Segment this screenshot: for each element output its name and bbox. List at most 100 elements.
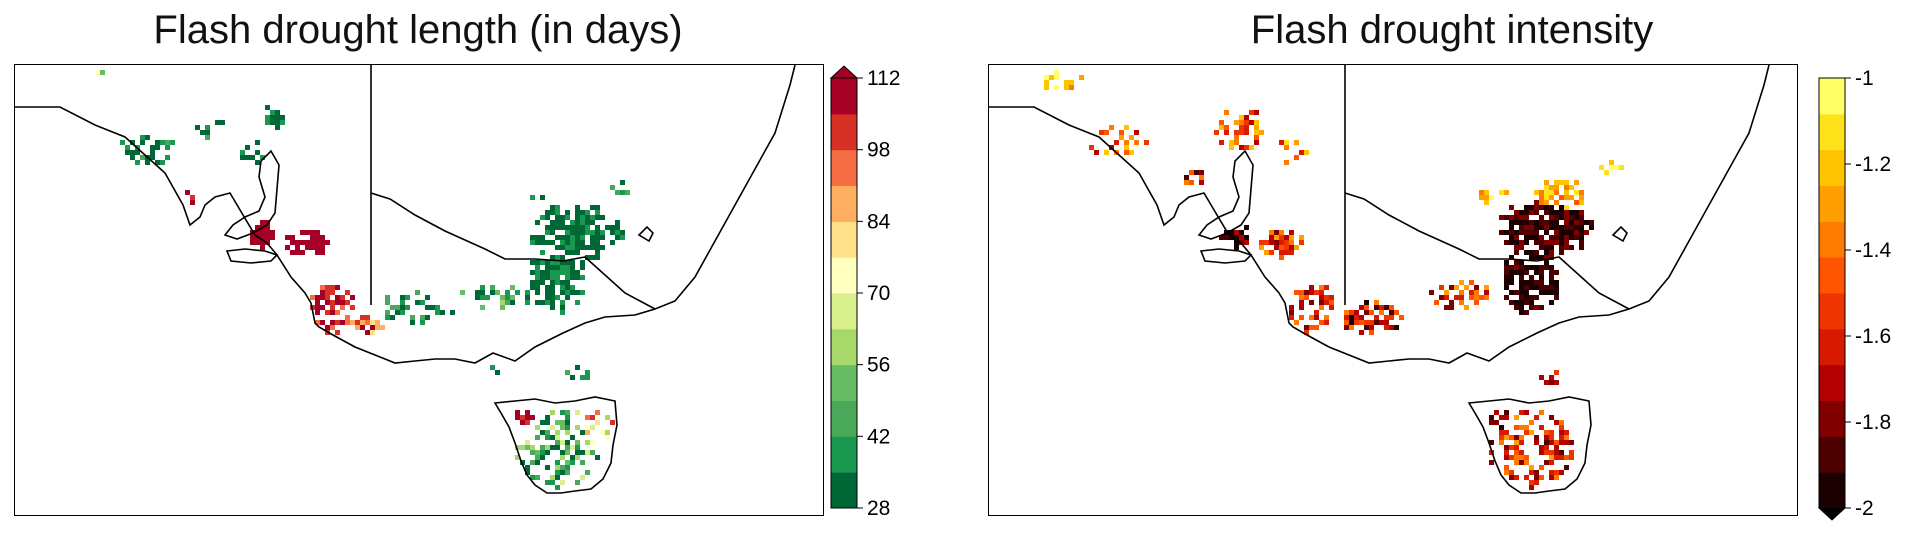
map-grid-cell — [315, 320, 320, 325]
map-grid-cell — [1239, 235, 1244, 240]
map-grid-cell — [1509, 220, 1514, 225]
map-grid-cell — [595, 410, 600, 415]
kangaroo-island — [225, 248, 279, 264]
map-grid-cell — [1444, 295, 1449, 300]
map-grid-cell — [170, 140, 175, 145]
map-grid-cell — [1564, 465, 1569, 470]
map-grid-cell — [1389, 310, 1394, 315]
map-grid-cell — [1534, 280, 1539, 285]
map-grid-cell — [550, 280, 555, 285]
map-grid-cell — [560, 235, 565, 240]
map-grid-cell — [1324, 295, 1329, 300]
map-grid-cell — [390, 315, 395, 320]
map-grid-cell — [1429, 290, 1434, 295]
length-map — [14, 64, 824, 516]
map-grid-cell — [330, 290, 335, 295]
map-grid-cell — [490, 290, 495, 295]
map-grid-cell — [1379, 305, 1384, 310]
map-grid-cell — [1244, 145, 1249, 150]
map-grid-cell — [400, 310, 405, 315]
map-grid-cell — [1554, 185, 1559, 190]
map-grid-cell — [315, 245, 320, 250]
map-grid-cell — [1289, 305, 1294, 310]
map-grid-cell — [615, 190, 620, 195]
map-grid-cell — [555, 435, 560, 440]
map-grid-cell — [1434, 300, 1439, 305]
map-grid-cell — [1214, 130, 1219, 135]
map-grid-cell — [155, 145, 160, 150]
map-grid-cell — [1579, 215, 1584, 220]
map-grid-cell — [490, 285, 495, 290]
map-grid-cell — [320, 320, 325, 325]
map-grid-cell — [1549, 235, 1554, 240]
map-grid-cell — [1544, 250, 1549, 255]
map-grid-cell — [1539, 225, 1544, 230]
map-grid-cell — [1564, 195, 1569, 200]
map-grid-cell — [1554, 280, 1559, 285]
map-grid-cell — [1104, 130, 1109, 135]
map-grid-cell — [1569, 220, 1574, 225]
map-grid-cell — [1344, 320, 1349, 325]
map-grid-cell — [375, 320, 380, 325]
map-grid-cell — [1514, 455, 1519, 460]
map-grid-cell — [560, 265, 565, 270]
map-grid-cell — [1079, 75, 1084, 80]
colorbar-segment — [831, 436, 857, 473]
map-grid-cell — [1544, 220, 1549, 225]
map-grid-cell — [1554, 455, 1559, 460]
map-grid-cell — [565, 470, 570, 475]
map-grid-cell — [1574, 215, 1579, 220]
map-grid-cell — [550, 475, 555, 480]
map-grid-cell — [565, 290, 570, 295]
map-grid-cell — [1514, 230, 1519, 235]
map-grid-cell — [500, 305, 505, 310]
map-grid-cell — [1124, 140, 1129, 145]
map-grid-cell — [1574, 180, 1579, 185]
map-grid-cell — [270, 110, 275, 115]
map-grid-cell — [1384, 315, 1389, 320]
map-grid-cell — [555, 475, 560, 480]
map-grid-cell — [1504, 265, 1509, 270]
map-grid-cell — [1514, 300, 1519, 305]
map-grid-cell — [1514, 245, 1519, 250]
map-grid-cell — [1309, 300, 1314, 305]
map-grid-cell — [1554, 270, 1559, 275]
map-grid-cell — [1114, 140, 1119, 145]
map-grid-cell — [420, 300, 425, 305]
map-grid-cell — [560, 290, 565, 295]
map-grid-cell — [1049, 75, 1054, 80]
map-grid-cell — [260, 245, 265, 250]
map-grid-cell — [560, 215, 565, 220]
map-grid-cell — [1354, 310, 1359, 315]
map-grid-cell — [1579, 195, 1584, 200]
map-grid-cell — [1544, 445, 1549, 450]
map-grid-cell — [1369, 310, 1374, 315]
map-grid-cell — [555, 265, 560, 270]
map-grid-cell — [1369, 330, 1374, 335]
map-grid-cell — [1254, 110, 1259, 115]
map-grid-cell — [535, 280, 540, 285]
map-grid-cell — [265, 120, 270, 125]
map-grid-cell — [1299, 235, 1304, 240]
map-grid-cell — [1569, 230, 1574, 235]
map-grid-cell — [575, 225, 580, 230]
map-grid-cell — [1454, 285, 1459, 290]
map-grid-cell — [215, 120, 220, 125]
map-grid-cell — [1379, 310, 1384, 315]
map-grid-cell — [1524, 295, 1529, 300]
map-grid-cell — [565, 410, 570, 415]
map-grid-cell — [585, 470, 590, 475]
map-grid-cell — [1529, 255, 1534, 260]
map-grid-cell — [1054, 70, 1059, 75]
map-grid-cell — [1539, 220, 1544, 225]
map-grid-cell — [540, 430, 545, 435]
map-grid-cell — [300, 230, 305, 235]
map-grid-cell — [385, 300, 390, 305]
map-grid-cell — [460, 290, 465, 295]
map-grid-cell — [1364, 320, 1369, 325]
map-grid-cell — [1514, 445, 1519, 450]
map-grid-cell — [1044, 75, 1049, 80]
map-grid-cell — [195, 125, 200, 130]
map-grid-cell — [1534, 295, 1539, 300]
map-grid-cell — [525, 410, 530, 415]
